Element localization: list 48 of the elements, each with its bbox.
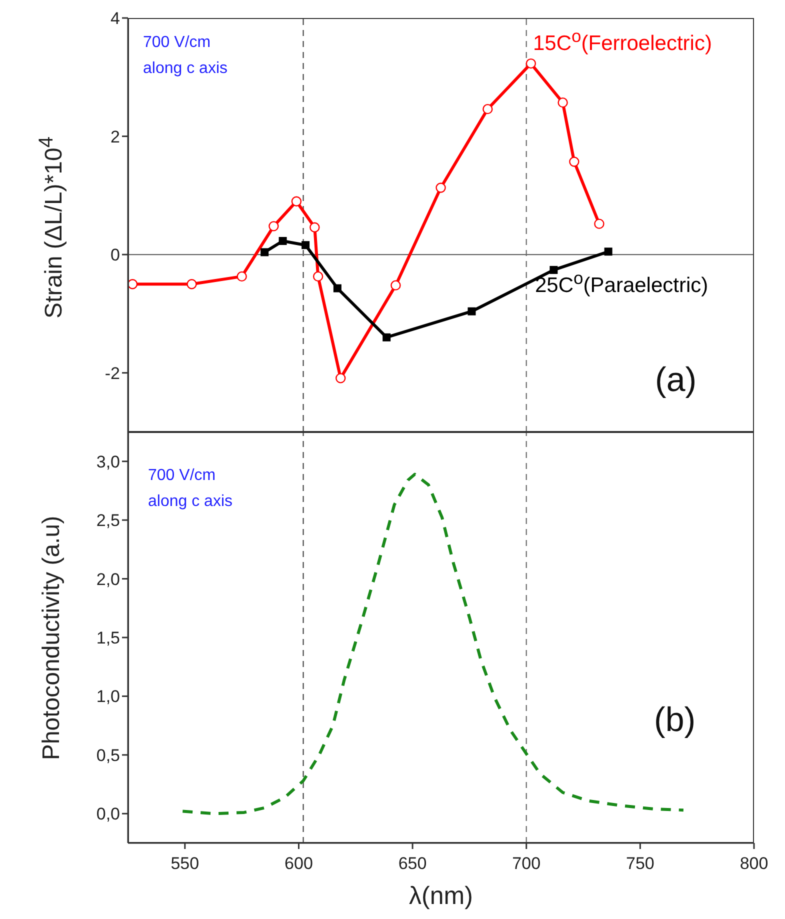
y-tick-label: 2,5	[96, 511, 120, 530]
point	[312, 271, 324, 282]
y-tick-label: 3,0	[96, 452, 120, 472]
point	[278, 236, 287, 245]
y-tick-label: 2,0	[96, 570, 120, 589]
annotation: 700 V/cm along c axis	[143, 33, 228, 79]
point	[558, 97, 568, 108]
point	[310, 222, 320, 232]
point	[333, 284, 342, 292]
point	[569, 156, 580, 167]
point	[336, 373, 346, 384]
x-tick-label: 550	[170, 854, 200, 874]
point	[291, 196, 302, 206]
x-tick-label: 700	[512, 854, 541, 874]
point	[390, 280, 401, 290]
y-tick-label: 0,5	[96, 746, 120, 765]
point	[268, 221, 279, 232]
point	[186, 279, 197, 290]
x-axis-title: λ(nm)	[408, 882, 474, 911]
y-tick-label: 1,5	[96, 628, 120, 648]
point	[604, 248, 612, 256]
y-tick-label: -2	[104, 364, 120, 383]
y-tick-label: 0,0	[96, 804, 120, 824]
annotation: (b)	[654, 700, 696, 740]
point	[468, 307, 476, 316]
x-tick-label: 800	[740, 854, 768, 874]
point	[128, 279, 138, 290]
point	[302, 241, 310, 250]
x-tick-label: 600	[284, 854, 313, 874]
y-tick-label: 1,0	[96, 687, 120, 706]
annotation: 700 V/cm along c axis	[148, 466, 232, 512]
point	[482, 104, 493, 114]
x-tick-label: 650	[398, 854, 427, 874]
point	[436, 182, 446, 193]
y-tick-label: 2	[110, 127, 120, 146]
point	[594, 218, 604, 229]
y-tick-label: 0	[110, 246, 120, 265]
annotation: (a)	[655, 360, 697, 400]
point	[526, 58, 536, 69]
y-axis-title: Photoconductivity (a.u)	[38, 514, 66, 762]
series-label: 25C$^{o}$(Paraelectric)	[535, 268, 708, 298]
series-label: 15C$^{o}$(Ferroelectric)	[533, 26, 712, 56]
point	[260, 248, 269, 256]
point	[550, 266, 558, 274]
point	[236, 271, 247, 282]
x-tick-label: 750	[626, 854, 654, 874]
y-tick-label: 4	[110, 9, 120, 28]
point	[382, 333, 391, 342]
